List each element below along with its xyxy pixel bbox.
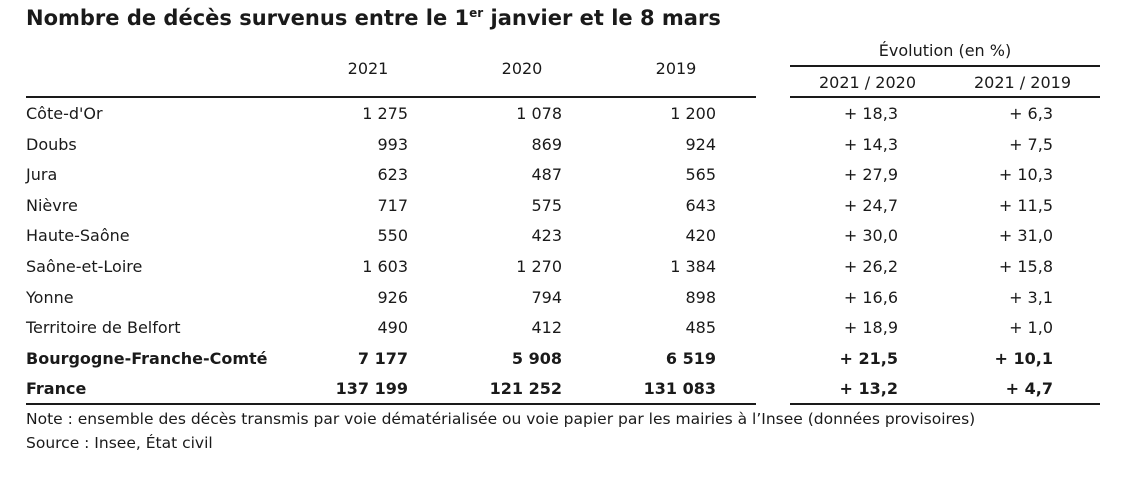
cell-2021: 623: [377, 165, 408, 185]
cell-2021: 7 177: [357, 348, 408, 368]
cell-evolution-2021-2020: + 14,3: [843, 134, 898, 154]
title-tail: janvier et le 8 mars: [483, 6, 721, 30]
table-bottom-rule-left: [26, 403, 756, 405]
cell-evolution-2021-2020: + 18,3: [843, 104, 898, 123]
table-row: Yonne 926 794 898 + 16,6 + 3,1: [0, 282, 1148, 313]
title-main: Nombre de décès survenus entre le 1: [26, 6, 470, 30]
cell-evolution-2021-2020: + 27,9: [843, 165, 898, 185]
header-rule-right: [790, 96, 1100, 98]
cell-2021: 717: [377, 195, 408, 215]
cell-2019: 420: [685, 226, 716, 246]
cell-2020: 487: [531, 165, 562, 185]
table-row: Nièvre 717 575 643 + 24,7 + 11,5: [0, 190, 1148, 221]
cell-2019: 565: [685, 165, 716, 185]
table-row: Doubs 993 869 924 + 14,3 + 7,5: [0, 129, 1148, 160]
cell-territory: Jura: [26, 165, 58, 185]
cell-2019: 1 384: [670, 257, 716, 276]
cell-2019: 924: [685, 134, 716, 154]
cell-2020: 121 252: [489, 379, 562, 399]
cell-2019: 1 200: [670, 104, 716, 123]
cell-evolution-2021-2020: + 16,6: [843, 287, 898, 307]
cell-evolution-2021-2019: + 10,1: [994, 348, 1053, 368]
cell-territory: Haute-Saône: [26, 226, 130, 246]
table-row: Bourgogne-Franche-Comté 7 177 5 908 6 519 + …: [0, 343, 1148, 374]
cell-evolution-2021-2020: + 13,2: [839, 379, 898, 399]
header-evolution-2021-2020: 2021 / 2020: [819, 73, 916, 92]
cell-evolution-2021-2019: + 1,0: [1009, 318, 1053, 338]
table-note: Note : ensemble des décès transmis par v…: [26, 410, 976, 428]
cell-2021: 490: [377, 318, 408, 338]
header-evolution-2021-2019: 2021 / 2019: [974, 73, 1071, 92]
cell-2019: 643: [685, 195, 716, 215]
cell-evolution-2021-2020: + 30,0: [843, 226, 898, 246]
cell-evolution-2021-2019: + 7,5: [1009, 134, 1053, 154]
table-title: Nombre de décès survenus entre le 1er ja…: [26, 6, 721, 30]
header-year-2020: 2020: [501, 59, 543, 78]
cell-2020: 869: [531, 134, 562, 154]
table-row: Côte-d'Or 1 275 1 078 1 200 + 18,3 + 6,3: [0, 98, 1148, 129]
cell-2020: 5 908: [511, 348, 562, 368]
title-superscript: er: [469, 6, 484, 20]
cell-2020: 1 270: [516, 257, 562, 276]
cell-evolution-2021-2019: + 6,3: [1009, 104, 1053, 123]
cell-2019: 6 519: [665, 348, 716, 368]
cell-2021: 993: [377, 134, 408, 154]
cell-evolution-2021-2019: + 15,8: [998, 257, 1053, 276]
table-row: Saône-et-Loire 1 603 1 270 1 384 + 26,2 + 15,…: [0, 251, 1148, 282]
table-row: Jura 623 487 565 + 27,9 + 10,3: [0, 159, 1148, 190]
header-rule-left: [26, 96, 756, 98]
cell-2019: 485: [685, 318, 716, 338]
header-year-2021: 2021: [347, 59, 389, 78]
cell-2020: 412: [531, 318, 562, 338]
cell-2021: 1 275: [362, 104, 408, 123]
cell-evolution-2021-2019: + 4,7: [1005, 379, 1053, 399]
cell-2021: 1 603: [362, 257, 408, 276]
cell-territory: Yonne: [26, 287, 74, 307]
cell-2020: 423: [531, 226, 562, 246]
cell-territory: Nièvre: [26, 195, 78, 215]
cell-2020: 575: [531, 195, 562, 215]
table-row: Haute-Saône 550 423 420 + 30,0 + 31,0: [0, 220, 1148, 251]
cell-2019: 898: [685, 287, 716, 307]
cell-territory: France: [26, 379, 87, 399]
evolution-group-rule: [790, 65, 1100, 67]
cell-territory: Bourgogne-Franche-Comté: [26, 348, 268, 368]
table-row: France 137 199 121 252 131 083 + 13,2 + 4,7: [0, 373, 1148, 404]
cell-evolution-2021-2019: + 31,0: [998, 226, 1053, 246]
cell-evolution-2021-2020: + 24,7: [843, 195, 898, 215]
table-bottom-rule-right: [790, 403, 1100, 405]
cell-evolution-2021-2019: + 11,5: [998, 195, 1053, 215]
cell-evolution-2021-2020: + 26,2: [843, 257, 898, 276]
cell-evolution-2021-2019: + 3,1: [1009, 287, 1053, 307]
table-row: Territoire de Belfort 490 412 485 + 18,9 + 1,…: [0, 312, 1148, 343]
cell-2020: 1 078: [516, 104, 562, 123]
cell-evolution-2021-2020: + 18,9: [843, 318, 898, 338]
header-evolution-group: Évolution (en %): [878, 41, 1012, 60]
cell-evolution-2021-2020: + 21,5: [839, 348, 898, 368]
cell-territory: Territoire de Belfort: [26, 318, 181, 338]
cell-territory: Côte-d'Or: [26, 104, 103, 123]
cell-2020: 794: [531, 287, 562, 307]
cell-2021: 137 199: [335, 379, 408, 399]
cell-2019: 131 083: [643, 379, 716, 399]
cell-2021: 550: [377, 226, 408, 246]
header-year-2019: 2019: [655, 59, 697, 78]
cell-evolution-2021-2019: + 10,3: [998, 165, 1053, 185]
cell-2021: 926: [377, 287, 408, 307]
table-source: Source : Insee, État civil: [26, 434, 213, 452]
cell-territory: Doubs: [26, 134, 77, 154]
cell-territory: Saône-et-Loire: [26, 257, 143, 276]
